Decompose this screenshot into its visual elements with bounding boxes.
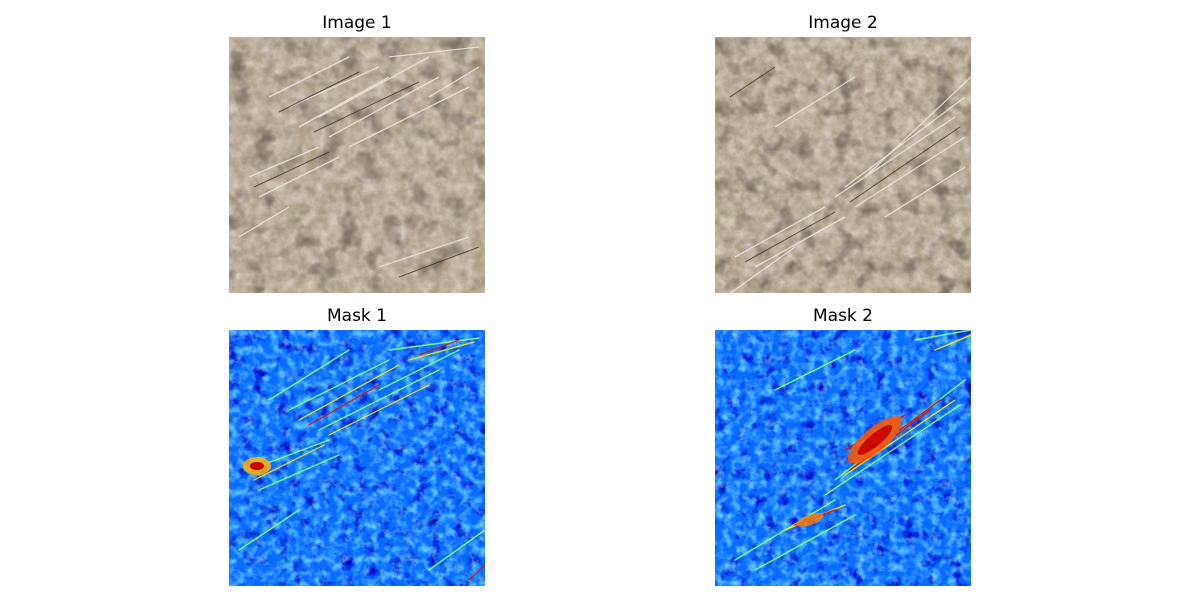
soil-image-1 (229, 37, 485, 293)
image-1-title: Image 1 (322, 13, 392, 33)
soil-image-2 (715, 37, 971, 293)
mask-1-panel (229, 330, 485, 586)
image-1-panel (229, 37, 485, 293)
heatmap-mask-2 (715, 330, 971, 586)
mask-1-title: Mask 1 (326, 306, 387, 326)
image-2-title: Image 2 (808, 13, 878, 33)
mask-2-panel (715, 330, 971, 586)
mask-2-title: Mask 2 (812, 306, 873, 326)
image-2-panel (715, 37, 971, 293)
heatmap-mask-1 (229, 330, 485, 586)
